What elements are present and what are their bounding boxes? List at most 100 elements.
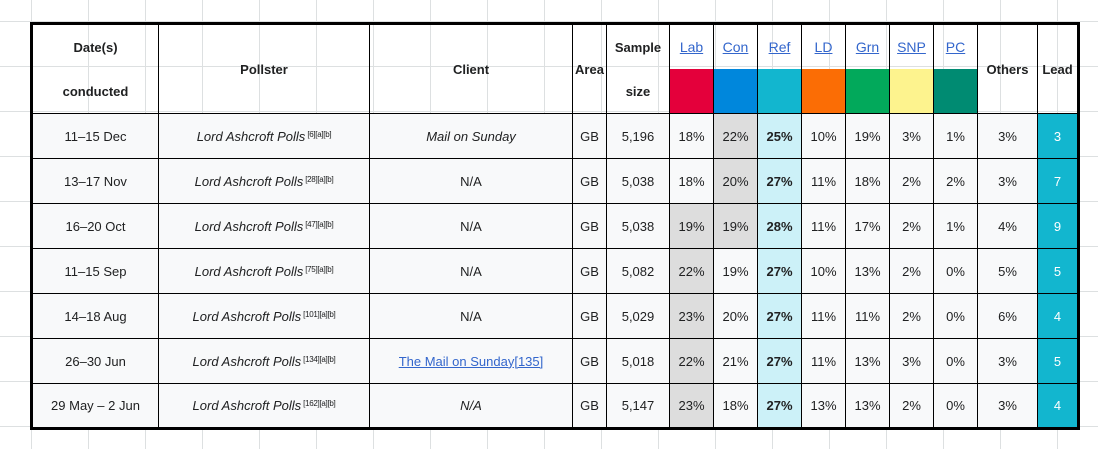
sample-size-cell[interactable]: 5,038 [606,203,670,249]
party-value-snp[interactable]: 2% [889,158,934,204]
date-cell[interactable]: 16–20 Oct [31,203,159,249]
party-value-snp[interactable]: 3% [889,113,934,159]
client-cell[interactable]: N/A [369,383,573,429]
party-value-lab[interactable]: 19% [669,203,714,249]
party-value-pc[interactable]: 1% [933,113,978,159]
party-value-grn[interactable]: 18% [845,158,890,204]
date-cell[interactable]: 26–30 Jun [31,338,159,384]
date-cell[interactable]: 14–18 Aug [31,293,159,339]
party-value-con[interactable]: 22% [713,113,758,159]
party-value-lab[interactable]: 22% [669,248,714,294]
party-value-ld[interactable]: 11% [801,293,846,339]
client-cell[interactable]: N/A [369,248,573,294]
party-value-ld[interactable]: 13% [801,383,846,429]
party-value-grn[interactable]: 13% [845,338,890,384]
pollster-cell[interactable]: Lord Ashcroft Polls [6][a][b] [158,113,370,159]
party-value-pc[interactable]: 0% [933,248,978,294]
party-value-ref[interactable]: 27% [757,383,802,429]
sample-size-cell[interactable]: 5,082 [606,248,670,294]
party-value-snp[interactable]: 2% [889,248,934,294]
party-header-pc[interactable]: PC [933,23,978,114]
party-value-lab[interactable]: 18% [669,158,714,204]
area-cell[interactable]: GB [572,203,607,249]
party-link-ld[interactable]: LD [814,39,833,55]
header-sample-size[interactable]: Sample size [606,23,670,114]
party-value-snp[interactable]: 2% [889,293,934,339]
header-client[interactable]: Client [369,23,573,114]
party-value-ld[interactable]: 10% [801,248,846,294]
lead-cell[interactable]: 5 [1037,338,1079,384]
client-cell[interactable]: N/A [369,293,573,339]
party-link-lab[interactable]: Lab [679,39,704,55]
party-link-snp[interactable]: SNP [897,39,926,55]
area-cell[interactable]: GB [572,158,607,204]
party-value-lab[interactable]: 22% [669,338,714,384]
pollster-cell[interactable]: Lord Ashcroft Polls [134][a][b] [158,338,370,384]
citation-refs[interactable]: [134][a][b] [303,354,336,364]
date-cell[interactable]: 13–17 Nov [31,158,159,204]
citation-refs[interactable]: [75][a][b] [305,264,334,274]
party-value-lab[interactable]: 23% [669,293,714,339]
party-value-ld[interactable]: 11% [801,158,846,204]
citation-refs[interactable]: [6][a][b] [307,129,332,139]
party-value-pc[interactable]: 0% [933,338,978,384]
party-value-con[interactable]: 21% [713,338,758,384]
citation-refs[interactable]: [28][a][b] [305,174,334,184]
party-value-ld[interactable]: 11% [801,203,846,249]
party-value-grn[interactable]: 13% [845,248,890,294]
party-header-grn[interactable]: Grn [845,23,890,114]
party-value-snp[interactable]: 2% [889,383,934,429]
party-value-pc[interactable]: 1% [933,203,978,249]
citation-refs[interactable]: [47][a][b] [305,219,334,229]
party-value-ref[interactable]: 28% [757,203,802,249]
party-value-lab[interactable]: 18% [669,113,714,159]
party-value-ref[interactable]: 27% [757,158,802,204]
pollster-cell[interactable]: Lord Ashcroft Polls [28][a][b] [158,158,370,204]
lead-cell[interactable]: 5 [1037,248,1079,294]
pollster-cell[interactable]: Lord Ashcroft Polls [47][a][b] [158,203,370,249]
party-value-pc[interactable]: 0% [933,383,978,429]
area-cell[interactable]: GB [572,248,607,294]
party-link-con[interactable]: Con [722,39,749,55]
party-value-snp[interactable]: 2% [889,203,934,249]
party-value-con[interactable]: 20% [713,293,758,339]
pollster-cell[interactable]: Lord Ashcroft Polls [101][a][b] [158,293,370,339]
party-value-con[interactable]: 18% [713,383,758,429]
party-value-ref[interactable]: 25% [757,113,802,159]
client-cell[interactable]: N/A [369,158,573,204]
area-cell[interactable]: GB [572,113,607,159]
others-cell[interactable]: 3% [977,383,1038,429]
party-value-ref[interactable]: 27% [757,293,802,339]
party-value-grn[interactable]: 11% [845,293,890,339]
sample-size-cell[interactable]: 5,196 [606,113,670,159]
lead-cell[interactable]: 7 [1037,158,1079,204]
client-cell[interactable]: Mail on Sunday [369,113,573,159]
header-others[interactable]: Others [977,23,1038,114]
party-value-con[interactable]: 20% [713,158,758,204]
client-cell[interactable]: The Mail on Sunday[135] [369,338,573,384]
client-cell[interactable]: N/A [369,203,573,249]
party-value-con[interactable]: 19% [713,203,758,249]
date-cell[interactable]: 11–15 Dec [31,113,159,159]
party-value-grn[interactable]: 13% [845,383,890,429]
party-value-ref[interactable]: 27% [757,248,802,294]
others-cell[interactable]: 3% [977,113,1038,159]
pollster-cell[interactable]: Lord Ashcroft Polls [162][a][b] [158,383,370,429]
lead-cell[interactable]: 4 [1037,383,1079,429]
header-area[interactable]: Area [572,23,607,114]
party-link-grn[interactable]: Grn [855,39,880,55]
party-header-ref[interactable]: Ref [757,23,802,114]
party-value-pc[interactable]: 2% [933,158,978,204]
party-link-pc[interactable]: PC [945,39,966,55]
party-link-ref[interactable]: Ref [768,39,791,55]
header-dates-conducted[interactable]: Date(s) conducted [31,23,159,114]
party-value-ref[interactable]: 27% [757,338,802,384]
others-cell[interactable]: 3% [977,158,1038,204]
party-value-grn[interactable]: 17% [845,203,890,249]
lead-cell[interactable]: 3 [1037,113,1079,159]
client-link[interactable]: The Mail on Sunday[135] [398,353,544,369]
party-value-con[interactable]: 19% [713,248,758,294]
header-pollster[interactable]: Pollster [158,23,370,114]
party-header-snp[interactable]: SNP [889,23,934,114]
party-header-con[interactable]: Con [713,23,758,114]
